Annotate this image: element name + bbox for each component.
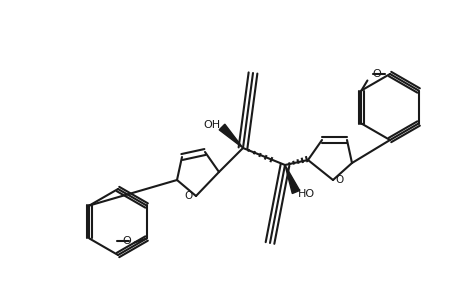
Polygon shape [218, 124, 242, 148]
Polygon shape [285, 165, 299, 194]
Text: O: O [185, 191, 193, 201]
Text: O: O [371, 68, 380, 79]
Text: O: O [335, 175, 343, 185]
Text: OH: OH [203, 120, 220, 130]
Text: HO: HO [297, 189, 314, 199]
Text: O: O [122, 236, 131, 247]
